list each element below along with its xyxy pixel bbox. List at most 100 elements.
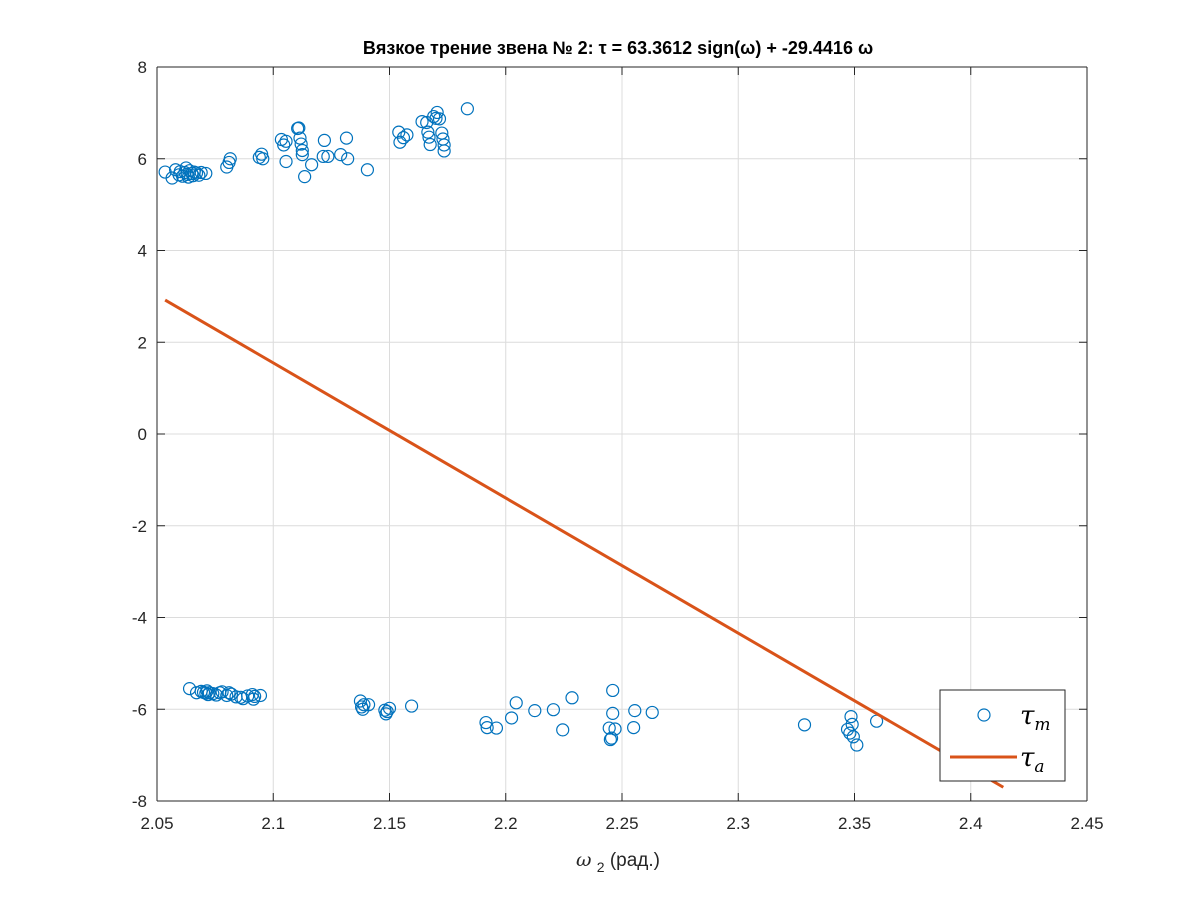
x-axis-label-unit: (рад.) bbox=[610, 850, 660, 871]
y-tick-label: -2 bbox=[132, 517, 147, 536]
legend-label-measured-symbol: τ bbox=[1020, 701, 1035, 731]
data-point bbox=[489, 721, 504, 735]
x-tick-label: 2.35 bbox=[838, 814, 871, 833]
data-point bbox=[480, 720, 494, 735]
data-point bbox=[421, 125, 435, 139]
legend-box bbox=[939, 689, 1066, 782]
data-point bbox=[396, 131, 411, 145]
data-point bbox=[316, 149, 330, 164]
data-point bbox=[645, 705, 659, 720]
x-axis-ticks: 2.05 2.1 2.15 2.2 2.25 2.3 2.35 2.4 2.45 bbox=[140, 67, 1104, 833]
data-point bbox=[400, 128, 414, 142]
legend-label-measured-subscript: m bbox=[1034, 715, 1050, 735]
data-point bbox=[295, 148, 309, 162]
data-point bbox=[341, 152, 355, 166]
data-point bbox=[245, 687, 259, 702]
x-tick-label: 2.05 bbox=[140, 814, 173, 833]
y-tick-label: -6 bbox=[132, 700, 147, 719]
data-point bbox=[294, 137, 308, 151]
x-tick-label: 2.2 bbox=[494, 814, 518, 833]
data-point bbox=[165, 171, 179, 185]
data-point bbox=[199, 166, 213, 181]
data-point bbox=[604, 731, 619, 745]
legend-label-measured: τm bbox=[1020, 701, 1051, 735]
data-point bbox=[255, 147, 269, 161]
data-point bbox=[360, 163, 375, 177]
data-point bbox=[415, 114, 429, 129]
data-point bbox=[797, 718, 812, 732]
x-tick-label: 2.3 bbox=[726, 814, 750, 833]
x-tick-label: 2.4 bbox=[959, 814, 983, 833]
data-point bbox=[192, 168, 206, 182]
data-point bbox=[277, 138, 291, 152]
y-tick-label: -8 bbox=[132, 792, 147, 811]
data-point bbox=[432, 112, 447, 126]
data-point bbox=[427, 109, 441, 124]
data-point bbox=[223, 152, 237, 166]
data-point bbox=[606, 683, 620, 698]
y-tick-label: 2 bbox=[138, 333, 147, 352]
data-point bbox=[256, 152, 270, 166]
data-point bbox=[380, 704, 394, 719]
data-point bbox=[382, 701, 397, 715]
x-axis-label-subscript: 2 bbox=[597, 859, 605, 875]
legend-label-approx-subscript: a bbox=[1034, 757, 1044, 777]
data-point bbox=[608, 722, 622, 736]
data-point bbox=[361, 698, 376, 712]
series-measured-points bbox=[158, 102, 884, 752]
data-point bbox=[843, 726, 857, 740]
data-point bbox=[292, 121, 306, 135]
y-tick-label: 8 bbox=[138, 58, 147, 77]
data-point bbox=[479, 715, 493, 730]
data-point bbox=[293, 131, 307, 145]
data-point bbox=[850, 738, 864, 752]
data-point bbox=[844, 709, 858, 724]
chart-title: Вязкое трение звена № 2: τ = 63.3612 sig… bbox=[363, 38, 873, 58]
data-point bbox=[546, 703, 561, 717]
data-point bbox=[253, 688, 268, 703]
legend-marker-measured bbox=[977, 708, 991, 722]
x-axis-label: ω 2 (рад.) bbox=[576, 849, 660, 877]
legend: τm τa bbox=[939, 689, 1066, 782]
y-tick-label: 6 bbox=[138, 150, 147, 169]
data-point bbox=[846, 730, 860, 744]
data-point bbox=[353, 694, 368, 708]
data-point bbox=[565, 691, 579, 705]
data-point bbox=[298, 170, 312, 184]
data-point bbox=[334, 148, 348, 162]
data-point bbox=[460, 102, 474, 116]
legend-label-approx: τa bbox=[1020, 743, 1045, 777]
data-point bbox=[279, 134, 293, 148]
data-point bbox=[189, 166, 204, 180]
data-point bbox=[528, 704, 542, 718]
plot-area bbox=[158, 102, 1005, 789]
x-tick-label: 2.45 bbox=[1070, 814, 1103, 833]
data-point bbox=[357, 698, 371, 712]
series-approx-line bbox=[164, 298, 1005, 789]
data-point bbox=[185, 166, 199, 181]
data-point bbox=[248, 689, 262, 704]
data-point bbox=[305, 158, 319, 172]
y-tick-label: -4 bbox=[132, 609, 147, 628]
data-point bbox=[628, 704, 642, 718]
y-axis-ticks: 8 6 4 2 0 -2 -4 -6 -8 bbox=[132, 58, 1087, 811]
legend-label-approx-symbol: τ bbox=[1020, 743, 1035, 773]
data-point bbox=[279, 154, 293, 169]
data-point bbox=[509, 696, 523, 710]
data-point bbox=[430, 105, 444, 120]
data-point bbox=[317, 133, 331, 147]
data-point bbox=[556, 723, 570, 737]
data-point bbox=[423, 137, 437, 152]
data-point bbox=[295, 143, 309, 158]
data-point bbox=[222, 686, 236, 700]
data-point bbox=[393, 135, 407, 149]
data-point bbox=[215, 685, 229, 699]
x-tick-label: 2.25 bbox=[605, 814, 638, 833]
data-point bbox=[404, 699, 419, 713]
y-tick-label: 4 bbox=[138, 242, 147, 261]
data-point bbox=[355, 700, 369, 714]
data-point bbox=[606, 706, 620, 720]
data-point bbox=[437, 144, 451, 158]
data-point bbox=[321, 149, 335, 164]
